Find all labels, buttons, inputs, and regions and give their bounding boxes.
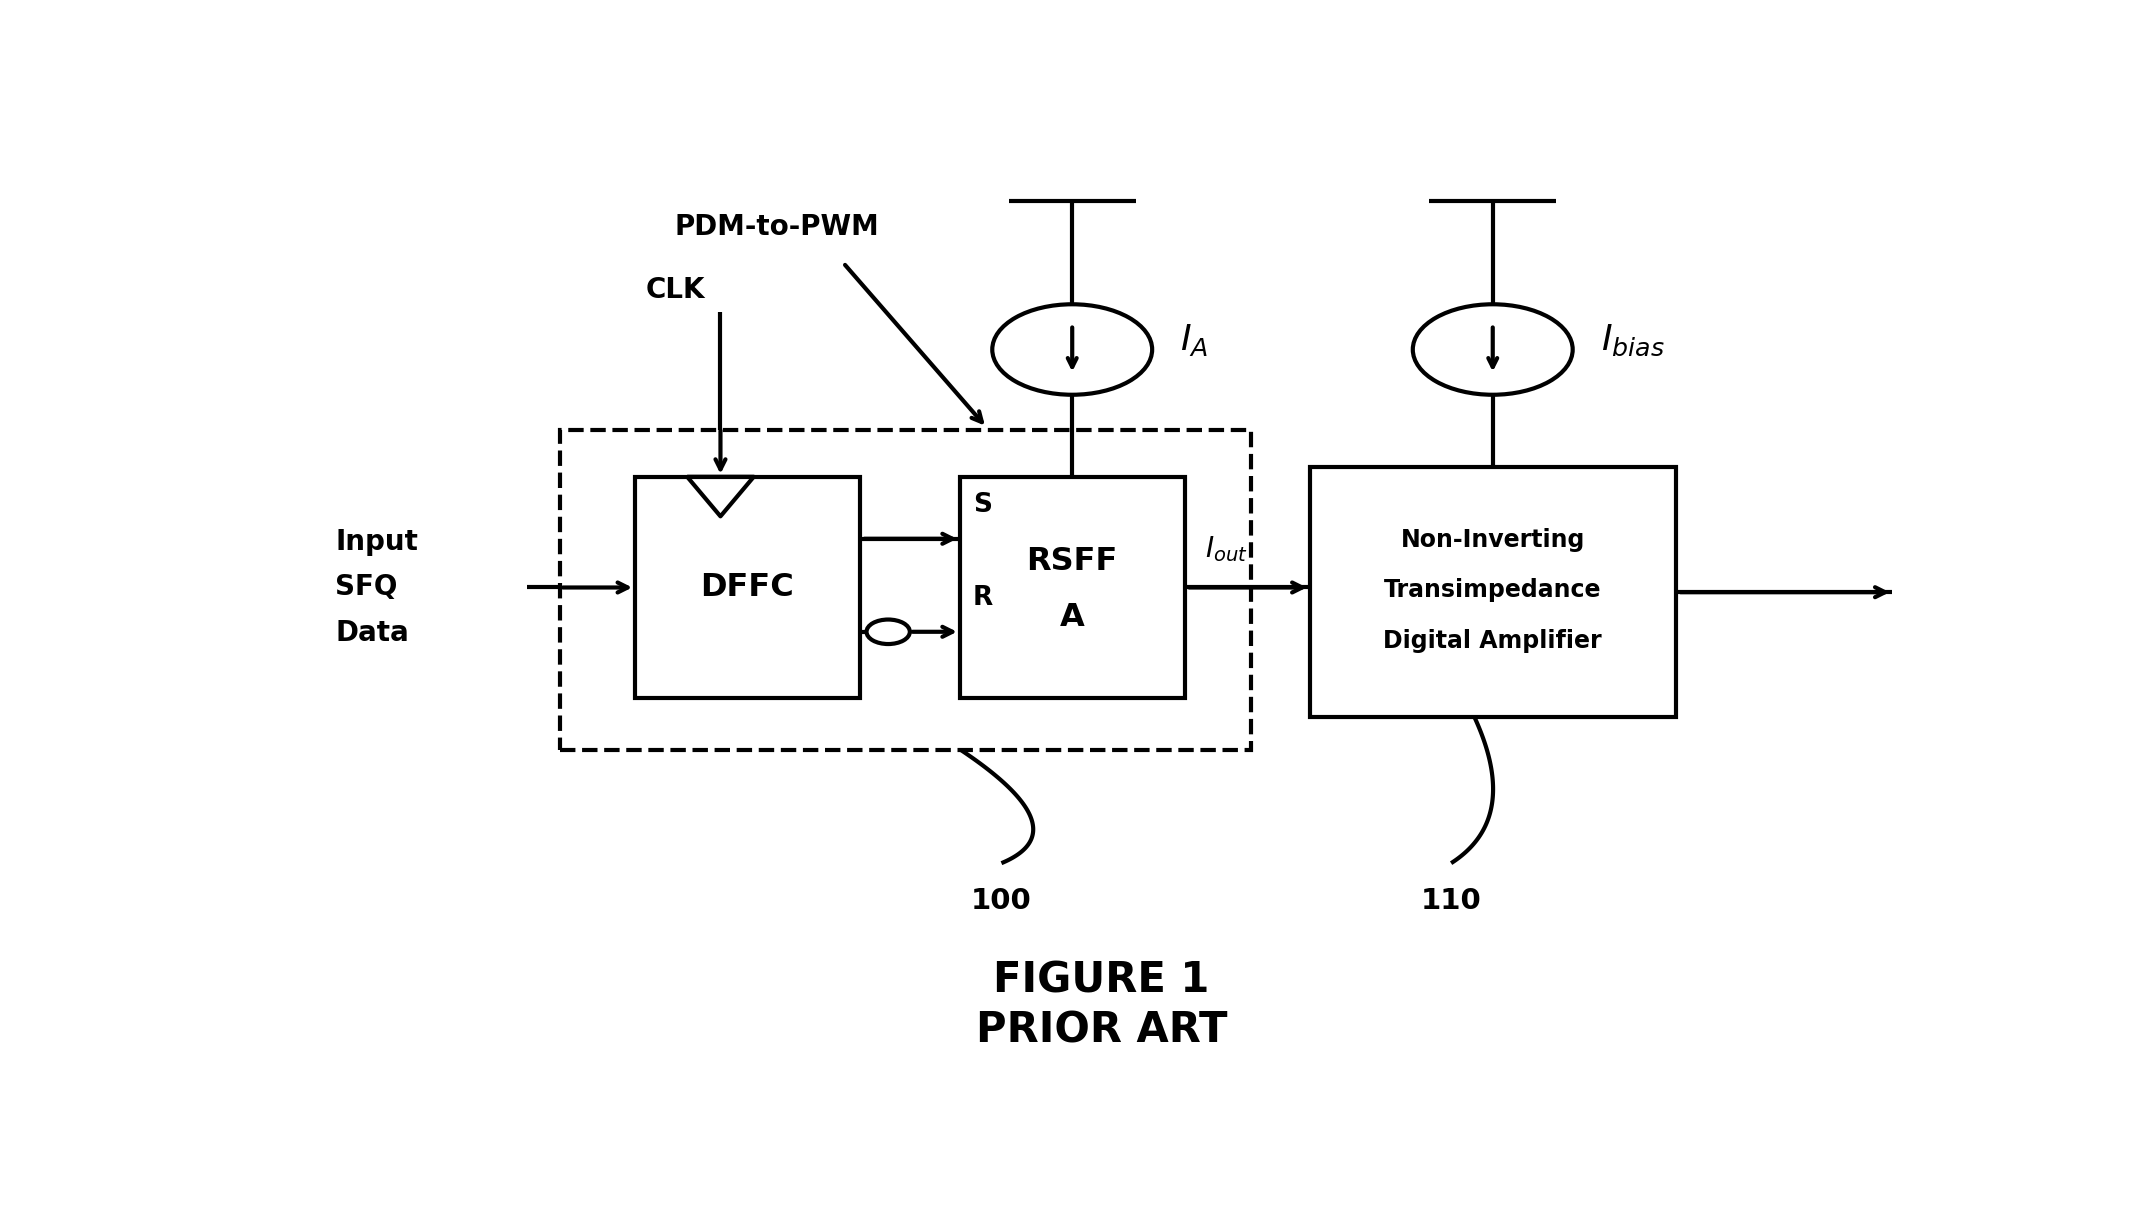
Text: PDM-to-PWM: PDM-to-PWM xyxy=(675,213,879,241)
Bar xyxy=(636,477,860,698)
Text: CLK: CLK xyxy=(645,277,705,305)
Text: Transimpedance: Transimpedance xyxy=(1384,578,1601,602)
Text: PRIOR ART: PRIOR ART xyxy=(976,1010,1227,1051)
Text: A: A xyxy=(1059,602,1085,633)
Bar xyxy=(1309,468,1676,717)
Bar xyxy=(961,477,1184,698)
Text: Input: Input xyxy=(335,529,419,556)
Text: SFQ: SFQ xyxy=(335,574,398,601)
Text: 100: 100 xyxy=(971,886,1032,914)
Text: Digital Amplifier: Digital Amplifier xyxy=(1384,629,1601,654)
Text: Data: Data xyxy=(335,618,408,646)
Text: FIGURE 1: FIGURE 1 xyxy=(993,960,1210,1002)
Text: S: S xyxy=(973,492,993,518)
Text: $I_{out}$: $I_{out}$ xyxy=(1206,534,1246,564)
Text: Non-Inverting: Non-Inverting xyxy=(1401,529,1586,552)
Text: 110: 110 xyxy=(1420,886,1481,914)
Text: $I_{bias}$: $I_{bias}$ xyxy=(1601,322,1665,357)
Text: R: R xyxy=(973,585,993,611)
Bar xyxy=(561,430,1251,750)
Text: $I_A$: $I_A$ xyxy=(1180,322,1208,359)
Text: RSFF: RSFF xyxy=(1027,546,1117,577)
Text: DFFC: DFFC xyxy=(701,572,795,603)
